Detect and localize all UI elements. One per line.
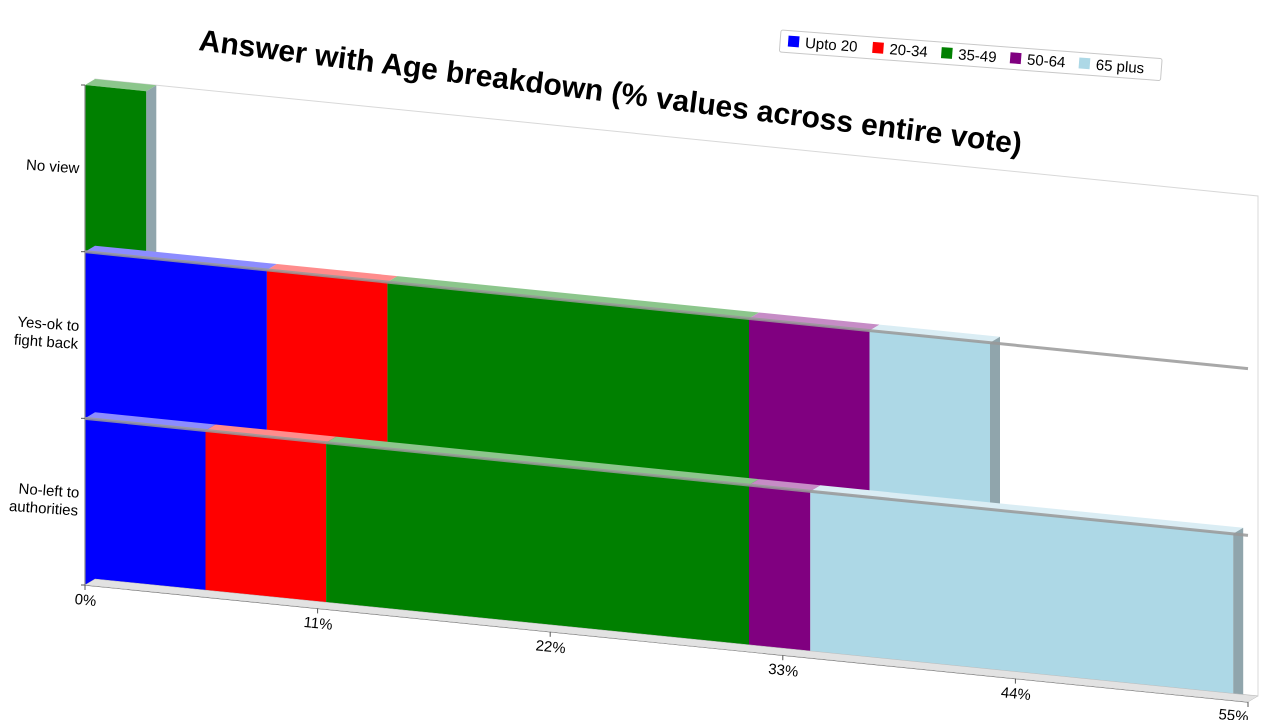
bar-top-50-64-2	[749, 479, 821, 492]
x-tick-label: 44%	[1000, 684, 1032, 704]
bar-segment-65-plus-1	[869, 330, 990, 510]
bar-end-cap-0	[146, 85, 157, 258]
category-labels: No view Yes-ok tofight back No-left toauth…	[8, 157, 80, 520]
bar-segment-50-64-2	[749, 485, 811, 658]
bar-top-upto-20-2	[85, 412, 216, 431]
x-tick-label: 11%	[303, 614, 333, 634]
x-tick-label: 33%	[767, 661, 799, 681]
bar-segment-35-49-0	[85, 85, 147, 258]
legend-label-upto-20: Upto 20	[804, 35, 858, 56]
legend: Upto 20 20-34 35-49 50-64 65 plus	[778, 29, 1163, 81]
category-label-line: fight back	[13, 332, 79, 353]
bar-segment-20-34-1	[266, 270, 388, 449]
category-label-line: No-left to	[18, 480, 80, 501]
bar-segment-35-49-1	[387, 282, 749, 486]
bar-top-upto-20-1	[85, 245, 277, 270]
bar-end-cap-2	[1233, 527, 1244, 701]
legend-swatch-50-64	[1009, 52, 1022, 65]
x-tick-label: 22%	[535, 637, 567, 657]
bar-top-65-plus-2	[810, 485, 1244, 534]
category-label: No-left toauthorities	[8, 480, 79, 520]
legend-swatch-20-34	[872, 41, 884, 54]
bar-top-35-49-1	[387, 276, 759, 319]
bar-top-65-plus-1	[869, 324, 1000, 343]
bar-segment-upto-20-1	[85, 251, 267, 437]
x-axis-floor	[84, 578, 1259, 703]
category-label-line: No view	[25, 157, 80, 178]
bar-top-35-49-0	[85, 79, 157, 92]
bar-segment-20-34-2	[205, 430, 327, 610]
bar-end-cap-1	[990, 336, 1000, 510]
bar-segment-upto-20-2	[85, 418, 206, 598]
legend-swatch-35-49	[940, 47, 953, 59]
bar-segment-50-64-1	[749, 318, 870, 498]
legend-label-65-plus: 65 plus	[1095, 57, 1145, 78]
legend-swatch-upto-20	[787, 35, 800, 48]
category-label: Yes-ok tofight back	[13, 314, 80, 353]
axes-group	[81, 84, 1259, 707]
category-label-line: Yes-ok to	[17, 314, 80, 335]
bar-top-20-34-1	[266, 264, 398, 283]
x-tick-label: 0%	[74, 591, 97, 610]
bar-top-50-64-1	[749, 312, 880, 331]
x-tick-label: 55%	[1218, 706, 1250, 720]
bar-segment-65-plus-2	[810, 491, 1234, 701]
category-separator	[84, 250, 1249, 371]
bar-top-35-49-2	[326, 436, 759, 486]
legend-label-50-64: 50-64	[1026, 52, 1066, 72]
legend-label-35-49: 35-49	[958, 46, 998, 66]
category-separator	[84, 416, 1249, 537]
category-label: No view	[25, 157, 80, 178]
legend-swatch-65-plus	[1078, 57, 1091, 70]
x-tick-labels: 0% 11% 22% 33% 44% 55%	[74, 591, 1250, 720]
bar-segment-35-49-2	[326, 442, 749, 652]
bars-group	[85, 79, 1244, 701]
legend-label-20-34: 20-34	[889, 41, 929, 61]
bar-top-20-34-2	[205, 424, 337, 443]
category-label-line: authorities	[8, 498, 78, 520]
